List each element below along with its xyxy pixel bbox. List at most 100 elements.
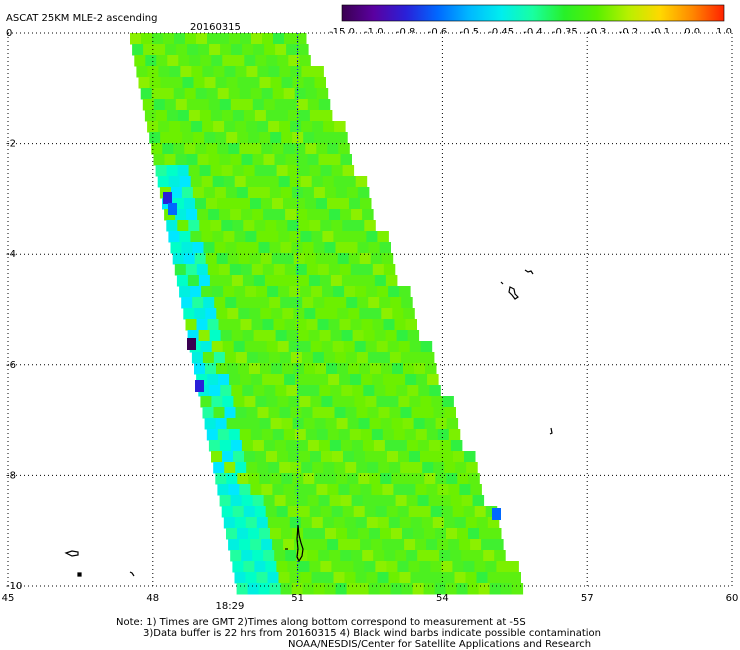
swath-cell xyxy=(204,418,217,430)
y-tick-label: -8 xyxy=(6,470,16,481)
swath-cell xyxy=(206,198,218,210)
swath-cell xyxy=(295,33,307,45)
swath-cell xyxy=(298,506,311,518)
swath-cell xyxy=(284,319,296,331)
swath-cell xyxy=(346,297,358,309)
swath-cell xyxy=(280,242,292,254)
swath-cell xyxy=(241,440,254,452)
swath-cell xyxy=(290,66,302,78)
swath-cell xyxy=(274,99,287,111)
swath-cell xyxy=(265,506,278,518)
swath-cell xyxy=(230,495,243,507)
swath-cell xyxy=(143,44,155,56)
swath-cell xyxy=(351,209,363,221)
swath-cell xyxy=(361,319,373,331)
swath-cell xyxy=(226,77,238,89)
swath-cell xyxy=(420,341,433,353)
swath-cell xyxy=(403,363,415,375)
swath-cell xyxy=(313,242,325,254)
swath-cell xyxy=(329,550,341,562)
swath-cell xyxy=(168,231,180,243)
swath-cell xyxy=(417,550,429,562)
swath-cell xyxy=(313,297,325,309)
swath-cell xyxy=(300,231,312,243)
swath-cell xyxy=(234,231,246,243)
swath-cell xyxy=(267,572,279,584)
swath-cell xyxy=(219,495,232,507)
swath-cell xyxy=(187,275,200,287)
swath-cell xyxy=(187,44,199,56)
swath-cell xyxy=(247,242,259,254)
swath-cell xyxy=(206,429,219,441)
swath-cell xyxy=(209,385,221,397)
swath-cell xyxy=(215,418,228,430)
swath-cell xyxy=(276,220,288,232)
swath-cell xyxy=(215,77,227,89)
swath-cell xyxy=(339,374,351,386)
swath-cell xyxy=(448,539,460,551)
swath-cell xyxy=(264,385,276,397)
swath-cell xyxy=(420,396,432,408)
swath-cell xyxy=(357,242,369,254)
swath-cell xyxy=(214,242,226,254)
swath-cell xyxy=(233,55,245,67)
swath-cell xyxy=(267,231,279,243)
swath-cell xyxy=(207,264,220,276)
swath-cell xyxy=(249,363,261,375)
swath-cell xyxy=(147,66,159,78)
colorbar-label: -0.6 xyxy=(428,27,448,38)
swath-cell xyxy=(319,330,332,342)
swath-cell xyxy=(384,550,396,562)
swath-cell xyxy=(314,528,326,540)
swath-cell xyxy=(424,418,437,430)
swath-cell xyxy=(269,187,282,199)
swath-cell xyxy=(343,341,356,353)
swath-cell xyxy=(230,99,243,111)
swath-cell xyxy=(353,506,366,518)
swath-cell xyxy=(424,473,436,485)
swath-cell xyxy=(309,220,321,232)
swath-cell xyxy=(439,495,452,507)
swath-cell xyxy=(463,506,476,518)
swath-cell xyxy=(398,341,411,353)
swath-cell xyxy=(344,517,357,529)
swath-cell xyxy=(348,308,360,320)
swath-cell xyxy=(285,440,298,452)
swath-cell xyxy=(291,242,303,254)
swath-cell xyxy=(230,550,242,562)
swath-cell xyxy=(461,495,474,507)
swath-cell xyxy=(173,88,186,100)
swath-cell xyxy=(201,231,213,243)
swath-cell xyxy=(252,550,264,562)
swath-cell xyxy=(422,462,434,474)
swath-cell xyxy=(453,451,465,463)
swath-cell xyxy=(356,352,369,364)
swath-cell xyxy=(196,33,208,45)
swath-cell xyxy=(330,330,343,342)
map-title: ASCAT 25KM MLE-2 ascending xyxy=(6,13,157,24)
swath-cell xyxy=(202,352,215,364)
colorbar-label: -1.0 xyxy=(364,27,384,38)
swath-cell xyxy=(258,242,270,254)
swath-cell xyxy=(273,374,285,386)
swath-cell xyxy=(362,209,374,221)
swath-cell xyxy=(355,517,368,529)
swath-cell xyxy=(283,88,296,100)
swath-cell xyxy=(186,154,198,166)
swath-cell xyxy=(349,198,361,210)
swath-cell xyxy=(256,286,268,298)
swath-cell xyxy=(285,154,297,166)
swath-cell xyxy=(321,341,334,353)
x-tick-label: 51 xyxy=(291,593,304,604)
swath-cell xyxy=(323,121,335,133)
swath-cell xyxy=(318,550,330,562)
swath-cell xyxy=(270,132,282,144)
swath-cell xyxy=(175,154,187,166)
swath-cell xyxy=(332,451,344,463)
swath-cell xyxy=(487,517,500,529)
swath-cell xyxy=(326,253,339,265)
swath-cell xyxy=(229,264,242,276)
swath-cell xyxy=(360,198,372,210)
swath-cell xyxy=(264,275,277,287)
swath-cell xyxy=(399,572,411,584)
